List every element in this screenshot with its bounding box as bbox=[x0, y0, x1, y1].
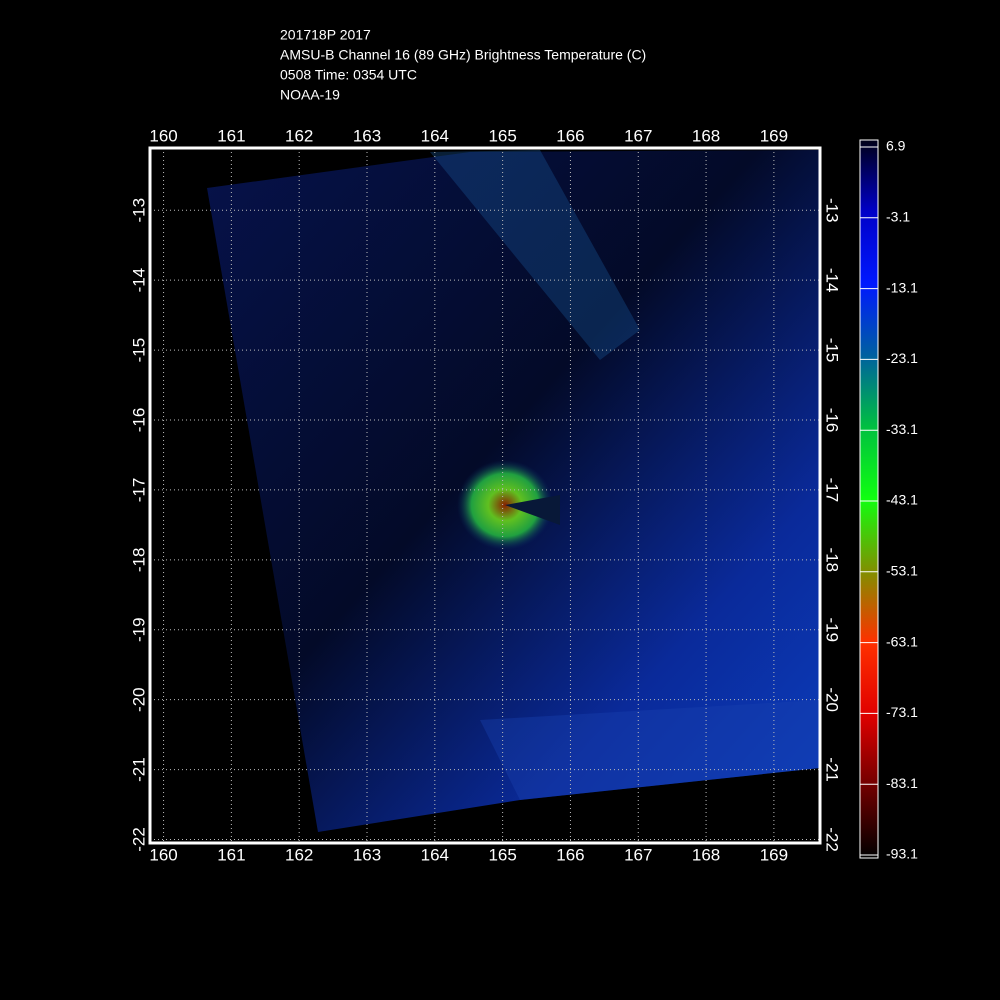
x-tick-label: 167 bbox=[624, 126, 652, 145]
x-tick-label: 169 bbox=[760, 845, 788, 864]
y-tick-label: -14 bbox=[129, 268, 148, 293]
x-tick-label: 169 bbox=[760, 126, 788, 145]
x-tick-label: 164 bbox=[421, 845, 449, 864]
title-line: 0508 Time: 0354 UTC bbox=[280, 67, 417, 83]
x-tick-label: 166 bbox=[556, 845, 584, 864]
x-tick-label: 162 bbox=[285, 845, 313, 864]
colorbar-tick-label: -73.1 bbox=[886, 704, 918, 720]
map-frame bbox=[148, 146, 822, 845]
x-tick-label: 164 bbox=[421, 126, 449, 145]
colorbar bbox=[859, 139, 879, 859]
x-tick-label: 160 bbox=[149, 845, 177, 864]
swath-band bbox=[430, 150, 640, 360]
colorbar-tick-label: -63.1 bbox=[886, 633, 918, 649]
y-tick-label: -22 bbox=[823, 827, 842, 852]
x-tick-label: 161 bbox=[217, 126, 245, 145]
y-tick-label: -16 bbox=[823, 408, 842, 433]
y-tick-label: -19 bbox=[129, 617, 148, 642]
x-tick-label: 167 bbox=[624, 845, 652, 864]
colorbar-tick-label: -33.1 bbox=[886, 421, 918, 437]
y-tick-label: -22 bbox=[129, 827, 148, 852]
x-tick-label: 168 bbox=[692, 126, 720, 145]
title-line: AMSU-B Channel 16 (89 GHz) Brightness Te… bbox=[280, 47, 646, 63]
x-tick-label: 163 bbox=[353, 126, 381, 145]
title-line: 201718P 2017 bbox=[280, 27, 371, 43]
y-tick-label: -21 bbox=[129, 757, 148, 782]
colorbar-tick-label: -53.1 bbox=[886, 563, 918, 579]
x-tick-label: 161 bbox=[217, 845, 245, 864]
x-tick-label: 163 bbox=[353, 845, 381, 864]
y-tick-label: -18 bbox=[129, 548, 148, 573]
y-tick-label: -13 bbox=[823, 198, 842, 223]
colorbar-tick-label: -3.1 bbox=[886, 209, 910, 225]
y-tick-label: -17 bbox=[823, 478, 842, 503]
x-tick-label: 165 bbox=[488, 126, 516, 145]
y-tick-label: -16 bbox=[129, 408, 148, 433]
x-tick-label: 165 bbox=[488, 845, 516, 864]
y-tick-label: -13 bbox=[129, 198, 148, 223]
y-tick-label: -14 bbox=[823, 268, 842, 293]
storm-eye-gap bbox=[505, 495, 560, 525]
y-tick-label: -19 bbox=[823, 617, 842, 642]
colorbar-tick-label: -93.1 bbox=[886, 846, 918, 862]
y-tick-label: -20 bbox=[823, 687, 842, 712]
y-tick-label: -21 bbox=[823, 757, 842, 782]
x-tick-label: 168 bbox=[692, 845, 720, 864]
y-tick-label: -17 bbox=[129, 478, 148, 503]
y-tick-label: -15 bbox=[129, 338, 148, 363]
x-tick-label: 166 bbox=[556, 126, 584, 145]
colorbar-tick-label: -23.1 bbox=[886, 350, 918, 366]
x-tick-label: 162 bbox=[285, 126, 313, 145]
colorbar-tick-label: -13.1 bbox=[886, 279, 918, 295]
colorbar-tick-label: 6.9 bbox=[886, 138, 906, 154]
y-tick-label: -15 bbox=[823, 338, 842, 363]
y-tick-label: -20 bbox=[129, 687, 148, 712]
x-tick-label: 160 bbox=[149, 126, 177, 145]
colorbar-tick-label: -83.1 bbox=[886, 775, 918, 791]
title-line: NOAA-19 bbox=[280, 87, 340, 103]
colorbar-tick-label: -43.1 bbox=[886, 492, 918, 508]
swath-band bbox=[480, 700, 820, 800]
y-tick-label: -18 bbox=[823, 548, 842, 573]
